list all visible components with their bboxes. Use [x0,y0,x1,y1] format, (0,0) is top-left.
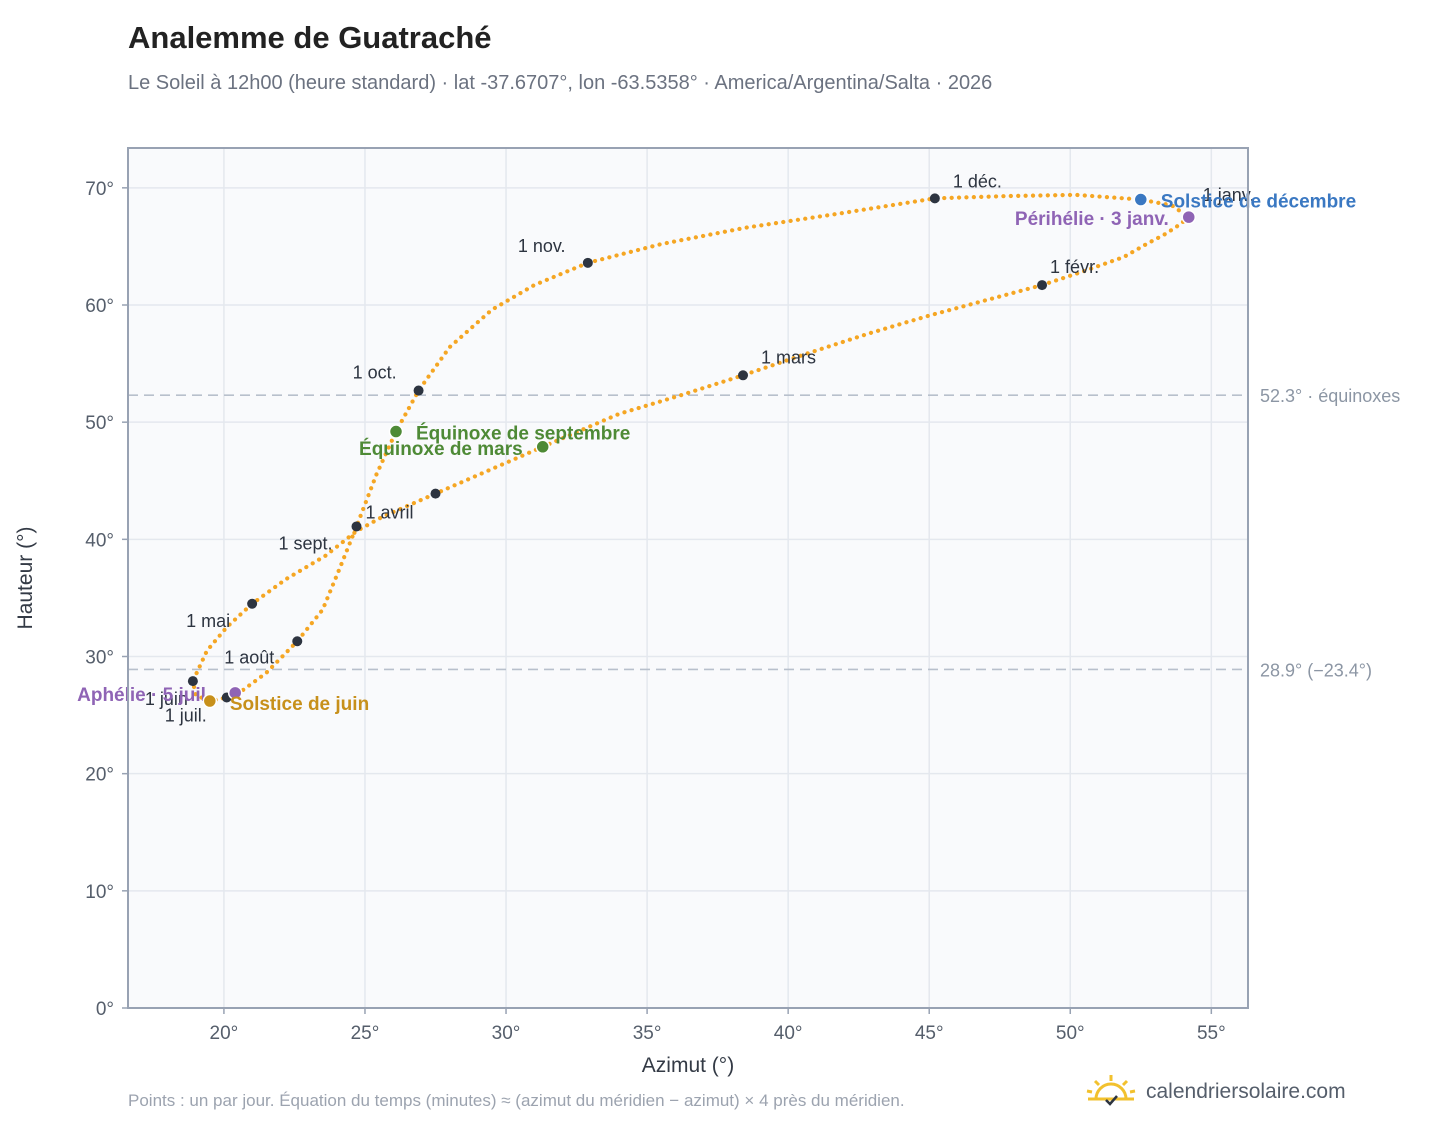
month-label: 1 févr. [1050,257,1099,277]
month-label: 1 oct. [353,363,397,383]
month-marker [351,521,362,532]
x-tick-label: 25° [351,1023,380,1044]
daily-points [190,192,1191,704]
month-label: 1 avril [366,503,414,523]
month-label: 1 mai [186,611,230,631]
reference-lines: 52.3° · équinoxes 28.9° (−23.4°) [128,386,1400,680]
event-marker [202,693,218,709]
x-tick-label: 35° [633,1023,662,1044]
month-label: 1 juin [145,689,188,709]
event-marker [227,685,243,701]
event-label: Périhélie · 3 janv. [1015,209,1169,230]
month-marker [929,193,940,204]
x-tick-label: 20° [210,1023,239,1044]
x-tick-label: 40° [774,1023,803,1044]
sun-logo-icon [1084,1073,1138,1112]
y-tick-label: 60° [85,296,114,317]
reference-line-label: 52.3° · équinoxes [1260,386,1400,406]
y-tick-label: 70° [85,179,114,200]
y-tick-label: 30° [85,648,114,669]
month-marker [738,370,749,381]
x-tick-label: 30° [492,1023,521,1044]
month-label: 1 août [224,647,274,667]
event-label: Équinoxe de mars [359,438,523,460]
y-tick-label: 40° [85,530,114,551]
y-axis-label: Hauteur (°) [14,527,37,630]
month-marker [292,636,303,647]
month-label: 1 juil. [165,706,207,726]
y-tick-label: 10° [85,882,114,903]
month-marker [430,488,441,499]
y-tick-label: 0° [96,999,114,1020]
x-tick-label: 45° [915,1023,944,1044]
y-tick-label: 50° [85,413,114,434]
event-marker [1181,209,1197,225]
month-label: 1 mars [761,347,816,367]
chart-subtitle: Le Soleil à 12h00 (heure standard) · lat… [128,72,993,94]
event-label: Aphélie · 5 juil. [77,685,211,706]
brand[interactable]: calendriersolaire.com [1084,1072,1346,1112]
event-marker [1133,192,1149,207]
month-marker [413,385,424,396]
chart-title: Analemme de Guatraché [128,20,492,55]
brand-text: calendriersolaire.com [1146,1080,1346,1103]
x-tick-label: 50° [1056,1023,1085,1044]
month-label: 1 sept. [279,533,333,553]
event-label: Solstice de juin [230,694,369,715]
month-label: 1 janv. [1203,185,1255,205]
month-label: 1 déc. [953,171,1002,191]
event-label: Équinoxe de septembre [416,423,630,445]
month-marker [247,598,258,609]
x-tick-label: 55° [1197,1023,1226,1044]
month-marker [187,676,198,687]
month-marker [582,257,593,268]
y-tick-label: 20° [85,765,114,786]
month-marker [1037,280,1048,291]
analemma-curve [190,192,1191,704]
event-label: Solstice de décembre [1161,192,1356,213]
event-marker [388,424,404,439]
footnote: Points : un par jour. Équation du temps … [128,1091,905,1110]
x-axis-label: Azimut (°) [642,1054,734,1077]
reference-line-label: 28.9° (−23.4°) [1260,660,1372,680]
plot-frame [127,147,1249,1009]
month-label: 1 nov. [518,236,566,256]
event-marker [535,439,550,455]
axes: 20° 25° 30° 35° 40° 45° 50° 55° 0° 10° 20° 30° 40° 50… [14,179,1226,1077]
plot-area [128,148,1248,1008]
